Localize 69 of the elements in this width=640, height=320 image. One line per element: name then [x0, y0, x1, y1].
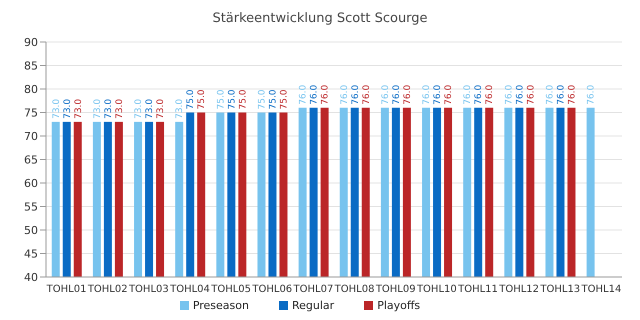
chart-title: Stärkeentwicklung Scott Scourge — [211, 10, 429, 28]
data-label: 76.0 — [298, 84, 309, 105]
y-tick-label: 55 — [24, 200, 38, 214]
data-label: 73.0 — [156, 98, 166, 119]
data-label: 73.0 — [175, 98, 186, 119]
data-label: 76.0 — [474, 84, 484, 105]
x-tick-label: TOHL10 — [416, 284, 457, 296]
x-tick-label: TOHL02 — [86, 284, 128, 296]
data-label: 75.0 — [227, 89, 238, 110]
data-label: 73.0 — [62, 98, 73, 119]
data-label: 76.0 — [515, 84, 526, 105]
data-label: 76.0 — [422, 84, 432, 105]
data-label: 76.0 — [310, 84, 320, 105]
data-label: 76.0 — [567, 84, 578, 105]
y-tick-label: 45 — [24, 247, 38, 260]
y-tick-label: 85 — [24, 59, 38, 72]
data-label: 76.0 — [320, 84, 331, 105]
y-tick-label: 80 — [24, 82, 38, 96]
data-label: 73.0 — [74, 98, 84, 119]
x-tick-label: TOHL01 — [46, 284, 86, 296]
data-label: 76.0 — [526, 84, 536, 105]
x-tick-label: TOHL08 — [334, 284, 374, 296]
y-tick-label: 60 — [24, 176, 38, 190]
legend-label: Preseason — [192, 299, 249, 312]
data-label: 76.0 — [402, 84, 413, 105]
data-label: 75.0 — [197, 89, 208, 110]
data-label: 76.0 — [504, 84, 514, 105]
data-label: 76.0 — [545, 84, 556, 105]
data-label: 76.0 — [433, 84, 444, 105]
data-label: 76.0 — [350, 84, 361, 105]
x-tick-label: TOHL11 — [457, 284, 498, 296]
data-label: 76.0 — [586, 84, 597, 105]
data-label: 76.0 — [485, 84, 496, 105]
data-label: 73.0 — [104, 98, 114, 119]
data-label: 76.0 — [362, 84, 372, 105]
x-tick-label: TOHL06 — [251, 284, 292, 296]
y-tick-label: 40 — [24, 270, 38, 284]
x-tick-label: TOHL14 — [580, 284, 622, 296]
y-tick-label: 65 — [24, 153, 38, 166]
data-label: 75.0 — [186, 89, 196, 110]
y-tick-label: 50 — [24, 224, 38, 237]
x-tick-label: TOHL03 — [128, 284, 169, 296]
data-label: 76.0 — [392, 84, 402, 105]
x-tick-label: TOHL04 — [169, 284, 210, 296]
data-label: 75.0 — [216, 89, 226, 110]
x-tick-label: TOHL12 — [498, 284, 540, 296]
y-tick-label: 75 — [24, 106, 38, 120]
data-label: 76.0 — [340, 84, 350, 105]
x-tick-label: TOHL05 — [210, 284, 252, 296]
legend-label: Regular — [292, 299, 334, 312]
data-label: 76.0 — [444, 84, 454, 105]
data-label: 75.0 — [279, 89, 290, 110]
data-label: 73.0 — [145, 98, 156, 119]
data-label: 75.0 — [238, 89, 248, 110]
data-label: 75.0 — [257, 89, 268, 110]
y-tick-label: 70 — [24, 130, 38, 143]
data-label: 73.0 — [52, 98, 62, 119]
y-tick-label: 90 — [24, 36, 38, 49]
data-label: 73.0 — [134, 98, 144, 119]
x-tick-label: TOHL07 — [292, 284, 334, 296]
data-label: 73.0 — [92, 98, 103, 119]
data-label: 76.0 — [556, 84, 566, 105]
data-label: 75.0 — [268, 89, 278, 110]
data-label: 73.0 — [114, 98, 125, 119]
legend-label: Playoffs — [377, 299, 420, 312]
data-label: 76.0 — [380, 84, 391, 105]
x-tick-label: TOHL09 — [374, 284, 416, 296]
data-label: 76.0 — [463, 84, 474, 105]
x-tick-label: TOHL13 — [539, 284, 580, 296]
